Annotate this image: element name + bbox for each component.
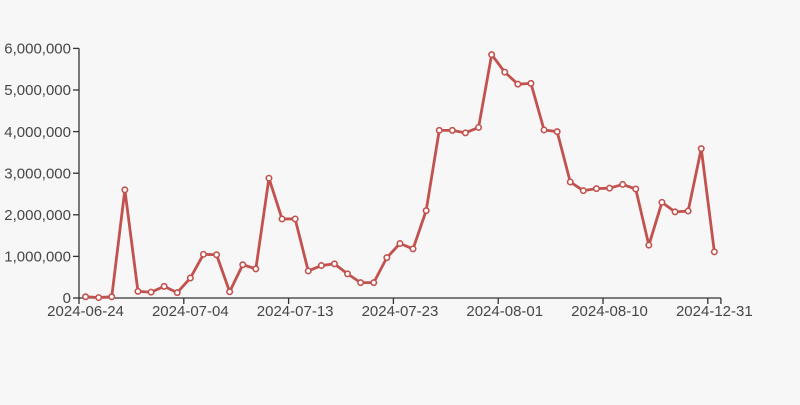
data-point-marker[interactable] — [330, 260, 338, 268]
data-point-marker[interactable] — [291, 215, 299, 223]
data-point-marker[interactable] — [173, 289, 181, 297]
x-axis-tick-label: 2024-12-31 — [676, 303, 753, 320]
data-point-marker[interactable] — [488, 51, 496, 59]
data-point-marker[interactable] — [317, 262, 325, 270]
x-axis-tick-label: 2024-08-01 — [466, 303, 543, 320]
y-axis-tick-label: 3,000,000 — [4, 165, 71, 182]
x-axis-tick-label: 2024-07-23 — [362, 303, 439, 320]
y-axis-tick-label: 4,000,000 — [4, 124, 71, 141]
data-point-marker[interactable] — [671, 208, 679, 216]
x-axis-tick-label: 2024-07-13 — [257, 303, 334, 320]
data-point-marker[interactable] — [710, 248, 718, 256]
data-point-marker[interactable] — [592, 185, 600, 193]
data-point-marker[interactable] — [606, 184, 614, 192]
data-point-marker[interactable] — [147, 288, 155, 296]
data-point-marker[interactable] — [619, 180, 627, 188]
data-point-marker[interactable] — [357, 279, 365, 287]
data-point-marker[interactable] — [697, 145, 705, 153]
data-point-marker[interactable] — [658, 198, 666, 206]
y-axis-tick-label: 6,000,000 — [4, 41, 71, 58]
data-point-marker[interactable] — [199, 250, 207, 258]
data-point-marker[interactable] — [684, 207, 692, 215]
data-point-marker[interactable] — [566, 178, 574, 186]
data-point-marker[interactable] — [383, 254, 391, 262]
data-point-marker[interactable] — [461, 129, 469, 137]
data-point-marker[interactable] — [514, 80, 522, 88]
data-point-marker[interactable] — [344, 270, 352, 278]
data-point-marker[interactable] — [370, 279, 378, 287]
data-point-marker[interactable] — [278, 215, 286, 223]
x-axis-tick-label: 2024-07-04 — [152, 303, 229, 320]
data-point-marker[interactable] — [186, 274, 194, 282]
data-point-marker[interactable] — [448, 126, 456, 134]
data-point-marker[interactable] — [540, 126, 548, 134]
y-axis-tick-label: 5,000,000 — [4, 82, 71, 99]
data-point-marker[interactable] — [645, 241, 653, 249]
data-point-marker[interactable] — [304, 267, 312, 275]
y-axis-tick-label: 0 — [63, 290, 71, 307]
data-point-marker[interactable] — [226, 288, 234, 296]
data-point-marker[interactable] — [82, 293, 90, 301]
data-point-marker[interactable] — [396, 240, 404, 248]
data-point-marker[interactable] — [95, 294, 103, 302]
y-axis-tick-label: 2,000,000 — [4, 207, 71, 224]
x-axis-tick-label: 2024-06-24 — [47, 303, 124, 320]
data-point-marker[interactable] — [265, 174, 273, 182]
data-point-marker[interactable] — [422, 207, 430, 215]
data-point-marker[interactable] — [475, 123, 483, 131]
data-point-marker[interactable] — [160, 282, 168, 290]
data-point-marker[interactable] — [134, 287, 142, 295]
data-point-marker[interactable] — [553, 128, 561, 136]
x-axis-tick-label: 2024-08-10 — [571, 303, 648, 320]
y-axis-tick-label: 1,000,000 — [4, 249, 71, 266]
data-point-marker[interactable] — [108, 293, 116, 301]
data-point-marker[interactable] — [409, 245, 417, 253]
data-point-marker[interactable] — [435, 126, 443, 134]
data-point-marker[interactable] — [527, 79, 535, 87]
data-point-marker[interactable] — [501, 68, 509, 76]
data-point-marker[interactable] — [252, 265, 260, 273]
data-point-marker[interactable] — [239, 261, 247, 269]
data-point-marker[interactable] — [121, 186, 129, 194]
data-point-marker[interactable] — [579, 187, 587, 195]
series-line — [84, 53, 716, 299]
data-point-marker[interactable] — [213, 251, 221, 259]
data-point-marker[interactable] — [632, 185, 640, 193]
